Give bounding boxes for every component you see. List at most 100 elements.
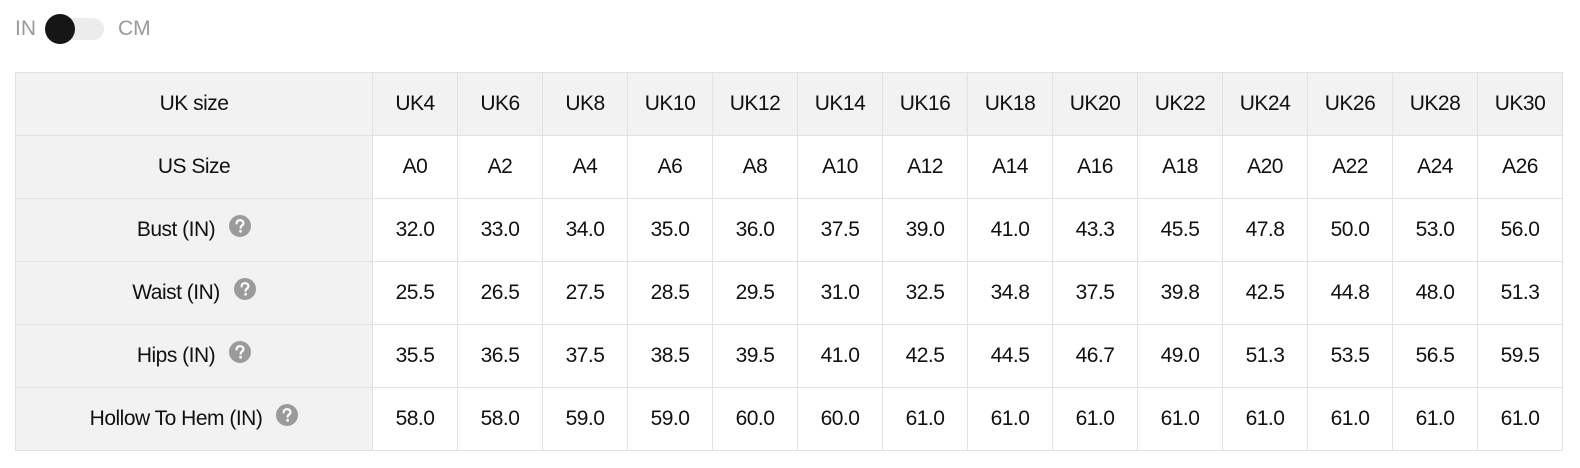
cell: A16	[1052, 135, 1138, 199]
cell: UK16	[882, 72, 968, 136]
cell: 39.5	[712, 324, 798, 388]
row-label: US Size	[157, 155, 231, 178]
toggle-knob[interactable]	[45, 14, 75, 44]
cell: 61.0	[1222, 387, 1308, 451]
size-table: UK size UK4 UK6 UK8 UK10 UK12 UK14 UK16 UK18 UK20…	[15, 72, 1563, 451]
cell: 32.0	[372, 198, 458, 262]
cell: 39.0	[882, 198, 968, 262]
cell: 25.5	[372, 261, 458, 325]
row-header: US Size	[15, 135, 373, 199]
cell: 27.5	[542, 261, 628, 325]
cell: UK14	[797, 72, 883, 136]
table-row: US Size A0 A2 A4 A6 A8 A10 A12 A14 A16 A18 A20 A22 A2…	[15, 135, 1563, 199]
cell: 28.5	[627, 261, 713, 325]
cell: 61.0	[1307, 387, 1393, 451]
cell: 61.0	[1477, 387, 1563, 451]
cell: A4	[542, 135, 628, 199]
help-icon[interactable]	[233, 277, 256, 306]
cell: 36.0	[712, 198, 798, 262]
row-header: Waist (IN)	[15, 261, 373, 325]
cell: 60.0	[712, 387, 798, 451]
row-label: Hips (IN)	[136, 343, 216, 367]
cell: 53.0	[1392, 198, 1478, 262]
cell: 37.5	[1052, 261, 1138, 325]
row-header: Hips (IN)	[15, 324, 373, 388]
cell: 61.0	[1137, 387, 1223, 451]
cell: 58.0	[372, 387, 458, 451]
cell: 61.0	[882, 387, 968, 451]
cell: A18	[1137, 135, 1223, 199]
cell: 41.0	[967, 198, 1053, 262]
cell: 42.5	[1222, 261, 1308, 325]
unit-toggle[interactable]: IN CM	[15, 14, 151, 44]
cell: UK4	[372, 72, 458, 136]
row-label: Bust (IN)	[136, 217, 216, 241]
cell: A20	[1222, 135, 1308, 199]
cell: 59.0	[542, 387, 628, 451]
row-label: UK size	[159, 92, 229, 115]
row-header: UK size	[15, 72, 373, 136]
cell: 59.0	[627, 387, 713, 451]
help-icon[interactable]	[229, 214, 252, 243]
row-label: Waist (IN)	[132, 280, 220, 304]
cell: A10	[797, 135, 883, 199]
cell: 47.8	[1222, 198, 1308, 262]
table-row: Waist (IN) 25.5 26.5 27.5 28.5 29.5 31.0 32.5 34…	[15, 261, 1563, 325]
cell: 61.0	[1392, 387, 1478, 451]
help-icon[interactable]	[276, 403, 299, 432]
cell: A2	[457, 135, 543, 199]
cell: A8	[712, 135, 798, 199]
toggle-label[interactable]: CM	[118, 17, 151, 40]
cell: 41.0	[797, 324, 883, 388]
cell: 61.0	[1052, 387, 1138, 451]
cell: 31.0	[797, 261, 883, 325]
table-row: Hollow To Hem (IN) 58.0 58.0 59.0 59.0 60.0 60…	[15, 387, 1563, 451]
cell: 50.0	[1307, 198, 1393, 262]
cell: 26.5	[457, 261, 543, 325]
cell: 58.0	[457, 387, 543, 451]
cell: UK22	[1137, 72, 1223, 136]
cell: 46.7	[1052, 324, 1138, 388]
cell: 42.5	[882, 324, 968, 388]
cell: UK26	[1307, 72, 1393, 136]
cell: A22	[1307, 135, 1393, 199]
cell: 56.5	[1392, 324, 1478, 388]
header-row: UK size UK4 UK6 UK8 UK10 UK12 UK14 UK16 UK18 UK20…	[15, 72, 1563, 136]
cell: 48.0	[1392, 261, 1478, 325]
cell: UK8	[542, 72, 628, 136]
cell: 34.8	[967, 261, 1053, 325]
row-label: Hollow To Hem (IN)	[89, 406, 263, 430]
cell: 34.0	[542, 198, 628, 262]
cell: 61.0	[967, 387, 1053, 451]
cell: 56.0	[1477, 198, 1563, 262]
cell: UK28	[1392, 72, 1478, 136]
cell: 44.5	[967, 324, 1053, 388]
help-icon[interactable]	[229, 340, 252, 369]
cell: 38.5	[627, 324, 713, 388]
toggle-track[interactable]	[45, 14, 104, 44]
toggle-label[interactable]: IN	[15, 17, 36, 40]
cell: 33.0	[457, 198, 543, 262]
cell: 35.0	[627, 198, 713, 262]
cell: 60.0	[797, 387, 883, 451]
cell: 32.5	[882, 261, 968, 325]
cell: UK30	[1477, 72, 1563, 136]
cell: UK18	[967, 72, 1053, 136]
table-row: Hips (IN) 35.5 36.5 37.5 38.5 39.5 41.0 42.5 44.…	[15, 324, 1563, 388]
cell: 45.5	[1137, 198, 1223, 262]
cell: 36.5	[457, 324, 543, 388]
cell: UK10	[627, 72, 713, 136]
cell: A12	[882, 135, 968, 199]
cell: 51.3	[1477, 261, 1563, 325]
cell: 43.3	[1052, 198, 1138, 262]
cell: 29.5	[712, 261, 798, 325]
cell: 59.5	[1477, 324, 1563, 388]
cell: A0	[372, 135, 458, 199]
cell: 44.8	[1307, 261, 1393, 325]
cell: 49.0	[1137, 324, 1223, 388]
cell: 35.5	[372, 324, 458, 388]
cell: A26	[1477, 135, 1563, 199]
cell: 37.5	[797, 198, 883, 262]
cell: UK6	[457, 72, 543, 136]
